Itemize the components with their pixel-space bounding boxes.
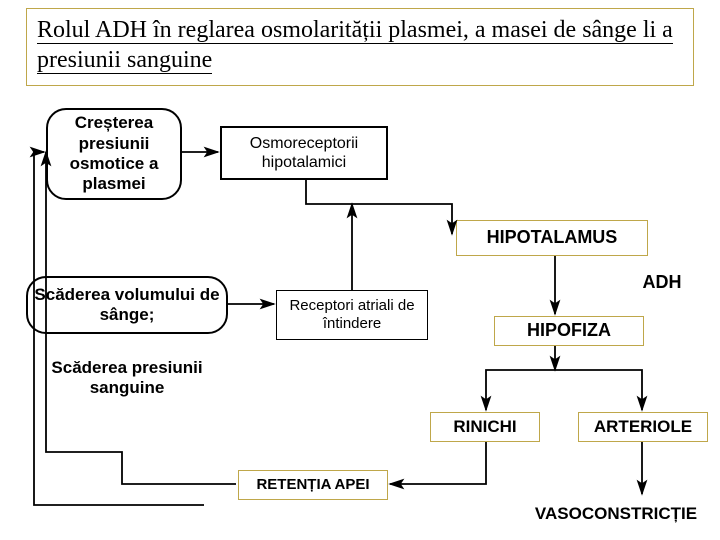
node-n8: Scăderea presiunii sanguine xyxy=(32,352,222,404)
node-n10: ARTERIOLE xyxy=(578,412,708,442)
node-n6: HIPOFIZA xyxy=(494,316,644,346)
node-n1: Creșterea presiunii osmotice a plasmei xyxy=(46,108,182,200)
node-n11: RETENȚIA APEI xyxy=(238,470,388,500)
title-text: Rolul ADH în reglarea osmolarității plas… xyxy=(37,17,673,74)
arrow-8 xyxy=(390,442,486,484)
arrow-1 xyxy=(306,180,452,234)
node-n4: Scăderea volumului de sânge; xyxy=(26,276,228,334)
node-n3: HIPOTALAMUS xyxy=(456,220,648,256)
node-n2: Osmoreceptorii hipotalamici xyxy=(220,126,388,180)
node-n12: VASOCONSTRICȚIE xyxy=(516,498,716,530)
node-n7: ADH xyxy=(632,270,692,296)
arrow-7 xyxy=(555,370,642,410)
node-n9: RINICHI xyxy=(430,412,540,442)
arrow-6 xyxy=(486,370,555,410)
page-title: Rolul ADH în reglarea osmolarității plas… xyxy=(26,8,694,86)
node-n5: Receptori atriali de întindere xyxy=(276,290,428,340)
